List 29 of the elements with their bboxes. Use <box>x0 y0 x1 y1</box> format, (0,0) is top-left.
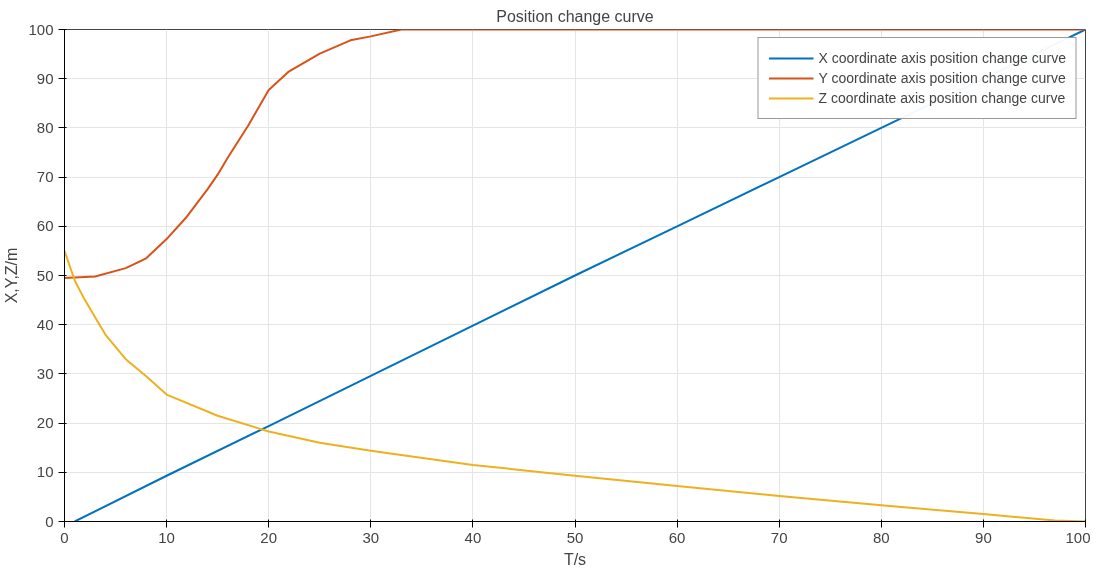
x-tick-label: 60 <box>668 528 686 546</box>
y-tick-label: 20 <box>36 414 54 432</box>
legend-label: Z coordinate axis position change curve <box>818 90 1066 106</box>
y-tick-label: 70 <box>36 168 54 186</box>
x-tick-label: 50 <box>566 528 584 546</box>
y-tick-label: 10 <box>36 463 54 481</box>
y-tick-label: 100 <box>28 20 54 38</box>
x-tick-label: 40 <box>464 528 482 546</box>
chart-title: Position change curve <box>496 7 654 25</box>
y-tick-label: 0 <box>45 512 54 530</box>
x-tick-label: 90 <box>975 528 992 546</box>
x-tick-label: 10 <box>158 528 175 546</box>
y-axis-title: X,Y,Z/m <box>3 247 21 304</box>
y-tick-label: 30 <box>36 364 54 382</box>
x-tick-label: 30 <box>362 528 380 546</box>
y-tick-label: 40 <box>36 315 54 333</box>
line-series <box>64 29 1086 279</box>
x-tick-label: 70 <box>770 528 788 546</box>
y-tick-label: 90 <box>36 69 54 87</box>
y-tick-label: 50 <box>36 266 54 284</box>
x-tick-label: 20 <box>260 528 278 546</box>
x-tick-label: 100 <box>1065 528 1091 546</box>
y-tick-label: 80 <box>36 118 54 136</box>
x-axis-title: T/s <box>563 550 587 568</box>
x-tick-label: 80 <box>872 528 890 546</box>
legend-label: Y coordinate axis position change curve <box>818 70 1066 86</box>
legend-label: X coordinate axis position change curve <box>818 50 1066 66</box>
y-tick-label: 60 <box>36 217 54 235</box>
x-tick-label: 0 <box>60 528 69 546</box>
